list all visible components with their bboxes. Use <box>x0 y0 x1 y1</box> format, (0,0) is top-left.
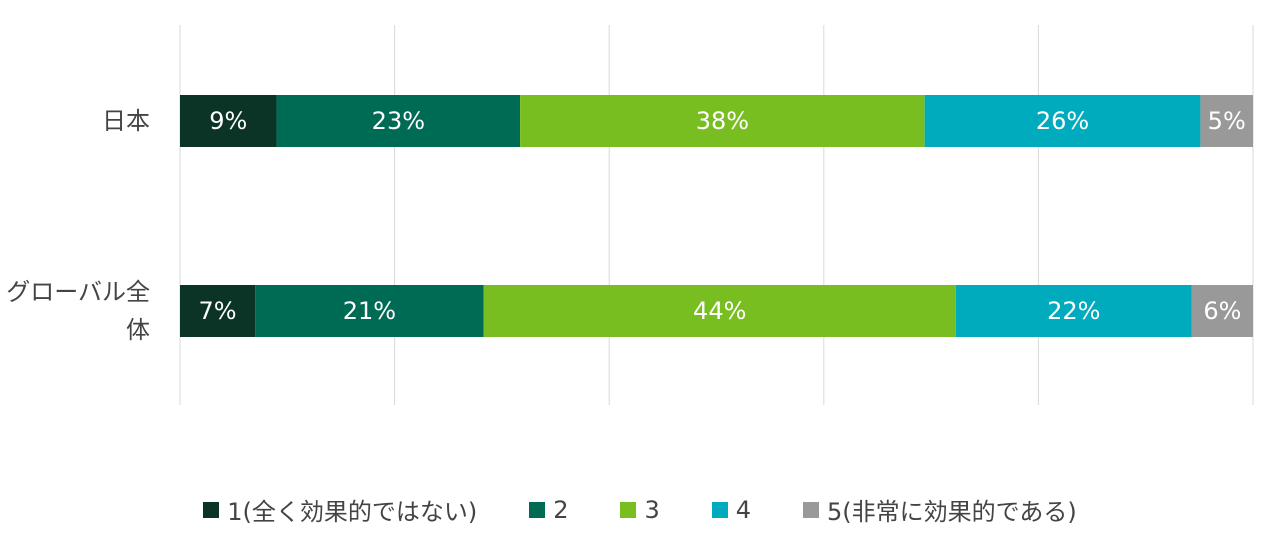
legend-item: 2 <box>529 492 568 527</box>
legend-swatch <box>803 501 820 518</box>
legend-label: 1(全く効果的ではない) <box>227 498 478 526</box>
bar-segment <box>255 285 484 337</box>
value-label: 5% <box>1208 107 1246 135</box>
bar-segment <box>180 95 277 147</box>
category-label: 日本 <box>102 107 150 135</box>
value-label: 6% <box>1203 297 1241 325</box>
legend-item: 1(全く効果的ではない) <box>203 492 477 527</box>
bar-segment <box>520 95 925 147</box>
legend-swatch <box>203 501 220 518</box>
legend-swatch <box>711 501 728 518</box>
legend-label: 5(非常に効果的である) <box>827 498 1077 526</box>
bar-segment <box>955 285 1192 337</box>
value-label: 7% <box>199 297 237 325</box>
bar-segment <box>483 285 956 337</box>
legend-label: 4 <box>735 495 752 524</box>
value-label: 9% <box>209 107 247 135</box>
legend-label: 2 <box>553 495 569 524</box>
legend-label: 3 <box>644 495 660 524</box>
value-label: 38% <box>696 107 749 135</box>
value-label: 44% <box>693 297 746 325</box>
legend-swatch <box>620 501 637 518</box>
legend-item: 5(非常に効果的である) <box>803 492 1077 527</box>
bar-segment <box>1191 285 1253 337</box>
category-label: グローバル全体 <box>6 278 150 344</box>
bar-segment <box>276 95 521 147</box>
value-label: 21% <box>343 297 396 325</box>
legend: 1(全く効果的ではない) 2 3 4 5(非常に効果的である) <box>0 492 1280 527</box>
value-label: 23% <box>372 107 425 135</box>
bar-segment <box>180 285 256 337</box>
legend-item: 3 <box>620 492 660 527</box>
value-label: 26% <box>1036 107 1089 135</box>
bar-segment <box>1200 95 1253 147</box>
legend-swatch <box>529 501 546 518</box>
legend-item: 4 <box>711 492 752 527</box>
bar-segment <box>924 95 1201 147</box>
value-label: 22% <box>1047 297 1100 325</box>
